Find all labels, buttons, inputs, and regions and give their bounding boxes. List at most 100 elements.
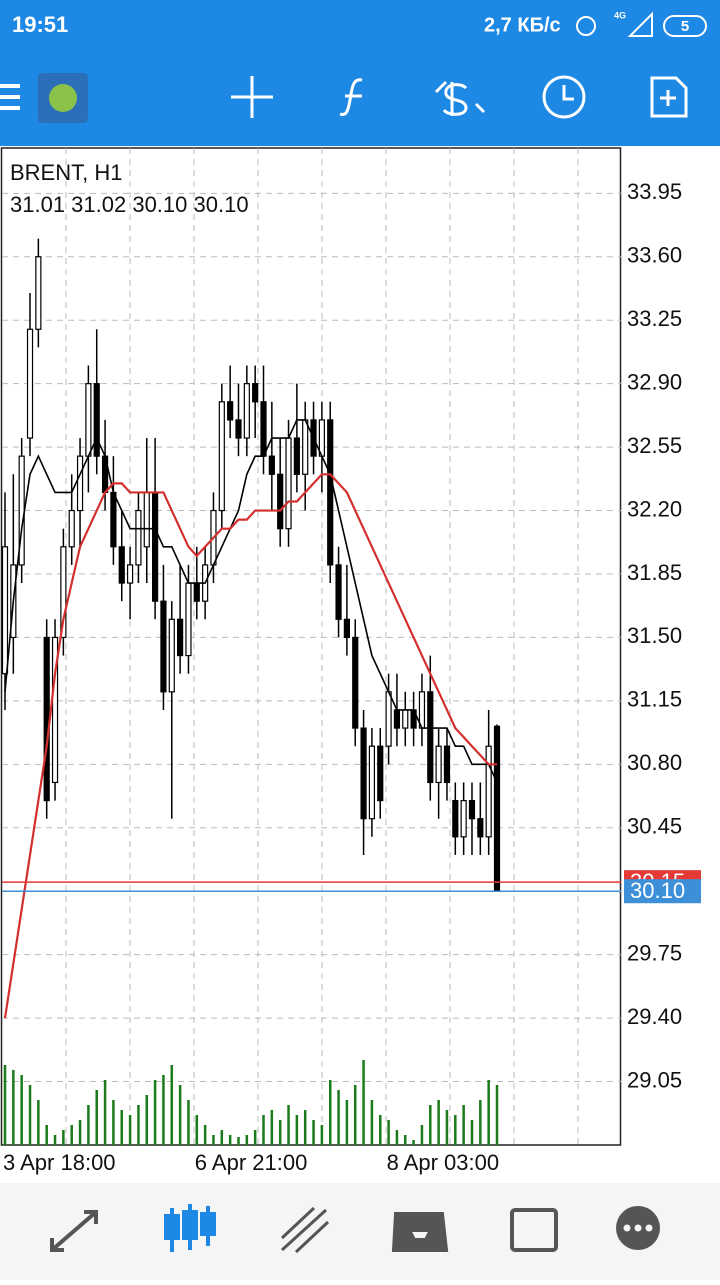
status-network: 4G (614, 10, 626, 20)
candle-body (285, 437, 292, 530)
status-bar: 19:51 2,7 КБ/с 4G 5 (12, 10, 707, 37)
volume-bar (278, 1120, 282, 1145)
y-tick-label: 32.20 (627, 496, 682, 521)
volume-bar (95, 1090, 98, 1145)
candle-body (110, 491, 117, 548)
candle-body (235, 419, 242, 439)
candle-body (85, 383, 92, 457)
bottom-nav (0, 1183, 720, 1280)
volume-bar (237, 1137, 240, 1145)
candle-body (443, 745, 451, 784)
candle-body (352, 636, 359, 729)
volume-bar (412, 1140, 415, 1145)
volume-bar (445, 1110, 449, 1145)
app-logo-mark (49, 84, 77, 112)
volume-bar (162, 1075, 165, 1145)
candle-body (385, 691, 392, 747)
volume-bar (220, 1130, 224, 1145)
candle-body (360, 727, 367, 820)
volume-bar (429, 1105, 432, 1145)
candle-body (135, 509, 142, 566)
menu-button[interactable] (0, 84, 20, 110)
candle-body (68, 509, 75, 548)
battery-icon (663, 15, 707, 37)
crosshair-button[interactable] (231, 76, 273, 118)
candle-body (343, 618, 350, 639)
y-tick-label: 30.80 (627, 750, 682, 775)
volume-bar (479, 1100, 482, 1145)
volume-bar (362, 1060, 365, 1145)
ohlc-text: 31.01 31.02 30.10 30.10 (10, 192, 249, 217)
candle-body (302, 419, 309, 475)
status-speed: 2,7 КБ/с (484, 14, 561, 36)
candle-body (26, 328, 34, 439)
news-tab[interactable] (510, 1208, 558, 1252)
volume-bar (45, 1125, 48, 1145)
candle-body (185, 582, 192, 657)
volume-bar (170, 1065, 174, 1145)
candle-body (277, 473, 284, 530)
quotes-tab[interactable] (50, 1210, 98, 1252)
volume-bar (78, 1120, 82, 1145)
candle-body (160, 600, 167, 693)
volume-bar (353, 1085, 357, 1145)
status-time: 19:51 (12, 12, 68, 37)
candle-body (118, 546, 125, 584)
volume-bar (20, 1075, 23, 1145)
signal-icon (627, 11, 653, 37)
candle-body (35, 256, 42, 330)
volume-bar (145, 1095, 149, 1145)
candle-body (177, 618, 184, 657)
volume-bar (62, 1130, 65, 1145)
x-tick-label: 6 Apr 21:00 (195, 1150, 308, 1175)
candle-body (452, 799, 459, 838)
candle-body (93, 383, 100, 457)
candle-body (477, 818, 484, 838)
status-battery: 5 (681, 18, 689, 35)
candle-body (143, 491, 150, 548)
candle-body (168, 618, 175, 693)
volume-bar (245, 1135, 249, 1145)
new-order-button[interactable] (650, 76, 688, 118)
y-tick-label: 33.25 (627, 306, 682, 331)
candle-body (218, 401, 225, 512)
candle-body (268, 455, 275, 475)
moving-average (4, 419, 498, 783)
volume-bar (295, 1115, 299, 1145)
candle-body (193, 582, 200, 602)
volume-bar (387, 1120, 390, 1145)
candle-body (435, 745, 442, 784)
volume-bar (404, 1135, 407, 1145)
chart-tab[interactable] (164, 1204, 216, 1252)
y-tick-label: 31.50 (627, 623, 682, 648)
volume-bar (112, 1100, 115, 1145)
y-tick-label: 29.75 (627, 940, 682, 965)
candle-body (60, 546, 67, 639)
history-tab[interactable] (391, 1212, 449, 1252)
y-tick-label: 33.95 (627, 179, 682, 204)
volume-bar (103, 1080, 107, 1145)
candle-body (126, 564, 134, 584)
trade-button[interactable] (434, 80, 486, 116)
volume-bar (178, 1085, 182, 1145)
trade-tab[interactable] (280, 1206, 330, 1254)
candle-body (460, 799, 467, 838)
volume-bar (379, 1115, 382, 1145)
timeframe-button[interactable] (542, 75, 586, 119)
volume-bar (128, 1115, 132, 1145)
price-label-box (624, 879, 701, 904)
x-tick-label: 3 Apr 18:00 (3, 1150, 116, 1175)
candle-body (327, 419, 334, 566)
y-tick-label: 32.90 (627, 369, 682, 394)
candle-body (76, 455, 84, 512)
volume-bar (287, 1105, 290, 1145)
x-tick-label: 8 Apr 03:00 (387, 1150, 500, 1175)
indicators-button[interactable] (339, 78, 363, 116)
candle-body (335, 564, 342, 620)
volume-bar (454, 1115, 457, 1145)
candle-body (377, 745, 384, 802)
volume-bar (137, 1105, 140, 1145)
toolbar (0, 73, 688, 123)
candle-body (243, 383, 250, 439)
volume-bar (120, 1110, 123, 1145)
